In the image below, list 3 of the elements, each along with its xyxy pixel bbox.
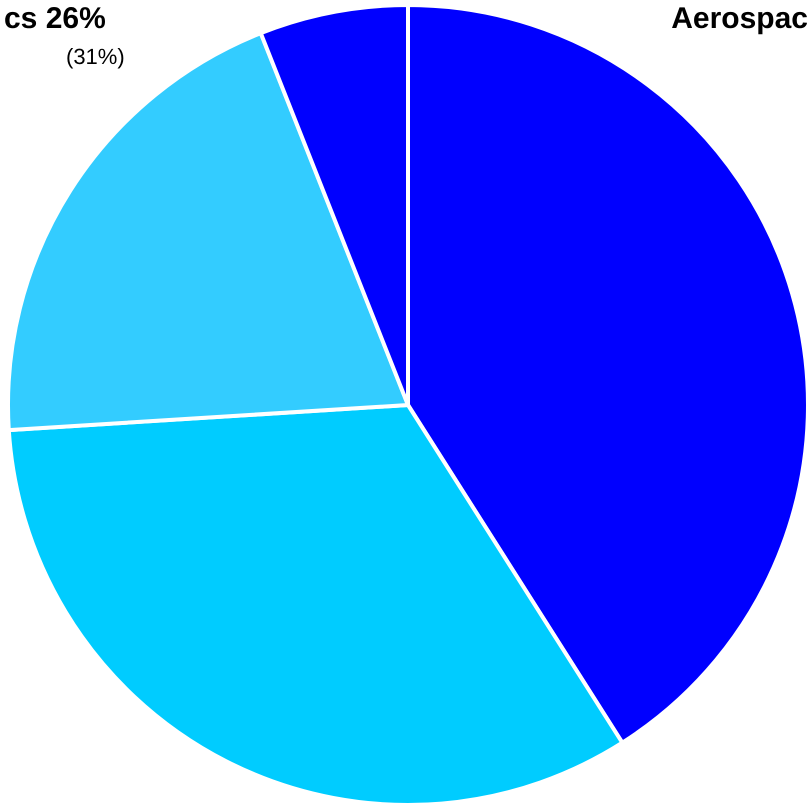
text: Aerospac bbox=[671, 2, 808, 36]
text: (31%) bbox=[66, 44, 125, 70]
text: cs 26% bbox=[4, 2, 106, 36]
